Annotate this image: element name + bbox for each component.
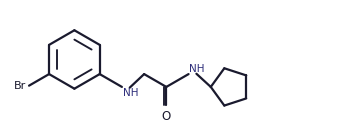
Text: NH: NH — [123, 88, 138, 98]
Text: Br: Br — [14, 81, 26, 91]
Text: NH: NH — [189, 64, 205, 74]
Text: O: O — [162, 110, 171, 123]
